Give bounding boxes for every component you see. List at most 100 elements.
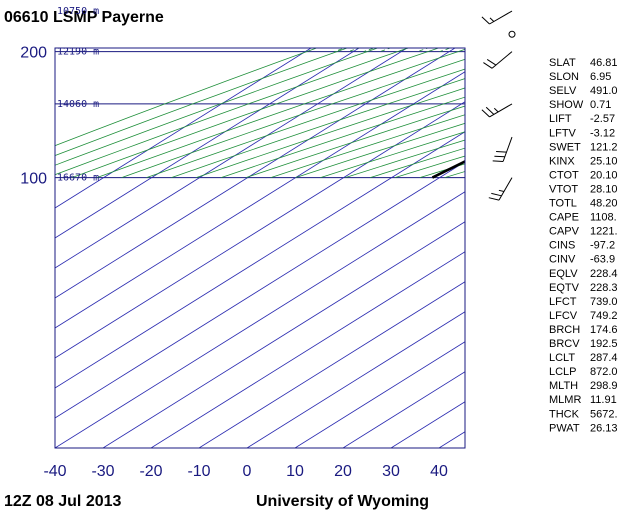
index-value: -2.57 — [590, 113, 615, 125]
isotherm-line — [294, 341, 465, 448]
temperature-tick-label: 0 — [243, 463, 252, 480]
index-name: SELV — [549, 85, 577, 97]
index-name: LFCV — [549, 310, 578, 322]
plot-area — [54, 0, 640, 449]
wind-barb — [483, 51, 513, 69]
index-name: EQTV — [549, 282, 580, 294]
moist-adiabat — [464, 51, 465, 52]
index-value: 46.81 — [590, 57, 618, 69]
moist-adiabat — [494, 0, 640, 52]
temperature-tick-label: -30 — [91, 463, 114, 480]
index-value: -97.2 — [590, 240, 615, 252]
moist-adiabat — [363, 48, 376, 52]
index-name: THCK — [549, 408, 580, 420]
pressure-axis: 100200300400500600700800900 — [20, 45, 47, 188]
index-value: 739.0 — [590, 296, 618, 308]
moist-adiabat — [570, 0, 640, 52]
isotherm-line — [150, 251, 465, 448]
height-label: 16670 m — [57, 173, 99, 184]
temperature-axis: -40 -30 -20 -10 0 10 20 30 40 — [43, 463, 448, 480]
temperature-tick-label: 30 — [382, 463, 400, 480]
wind-barbs — [481, 10, 516, 201]
plot-border — [54, 47, 466, 449]
temperature-tick-label: 10 — [286, 463, 304, 480]
temperature-tick-label: -40 — [43, 463, 66, 480]
index-name: CTOT — [549, 169, 579, 181]
wind-barb — [492, 136, 513, 162]
moist-adiabat — [348, 48, 360, 52]
index-value: 48.20 — [590, 198, 618, 210]
isotherm-line — [55, 161, 465, 419]
isotherm-line — [55, 48, 312, 209]
wind-barb — [481, 10, 513, 25]
isotherm-line — [246, 311, 465, 448]
footer-source: University of Wyoming — [256, 493, 429, 510]
isotherm-line — [342, 371, 465, 448]
temperature-tick-label: 20 — [334, 463, 352, 480]
background-lines — [55, 0, 640, 448]
isotherm-line — [55, 191, 465, 448]
index-value: 28.10 — [590, 183, 618, 195]
index-value: 5672. — [590, 408, 618, 420]
moist-adiabat — [379, 48, 392, 52]
index-value: 0.71 — [590, 99, 611, 111]
temperature-tick-label: 40 — [430, 463, 448, 480]
index-value: 192.5 — [590, 338, 618, 350]
index-name: LIFT — [549, 113, 572, 125]
pressure-tick-label: 200 — [20, 45, 47, 62]
moist-adiabat — [619, 0, 640, 52]
index-name: PWAT — [549, 422, 580, 434]
index-value: 6.95 — [590, 71, 611, 83]
index-value: 491.0 — [590, 85, 618, 97]
index-name: CINV — [549, 254, 576, 266]
isotherm-line — [55, 101, 465, 359]
index-value: 287.4 — [590, 352, 618, 364]
index-name: EQLV — [549, 268, 578, 280]
index-value: 26.13 — [590, 422, 618, 434]
stability-indices: SLAT 46.81 SLON 6.95 SELV 491.0 SHOW 0.71 LIFT -2… — [549, 57, 618, 434]
isotherm-line — [55, 131, 465, 389]
isotherm-line — [198, 281, 465, 448]
chart-title: 06610 LSMP Payerne — [4, 9, 164, 26]
index-value: 11.91 — [590, 394, 617, 406]
temperature-tick-label: -10 — [187, 463, 210, 480]
moist-adiabat — [417, 48, 430, 52]
index-name: MLTH — [549, 380, 578, 392]
index-value: 174.6 — [590, 324, 618, 336]
temperature-tick-label: -20 — [139, 463, 162, 480]
moist-adiabat — [439, 48, 452, 52]
index-value: 298.9 — [590, 380, 618, 392]
index-name: BRCV — [549, 338, 580, 350]
wind-barb — [488, 177, 513, 201]
index-value: 1108. — [590, 212, 617, 224]
index-name: SLAT — [549, 57, 576, 69]
index-name: LCLT — [549, 352, 575, 364]
index-value: 20.10 — [590, 169, 618, 181]
index-name: CAPV — [549, 226, 580, 238]
moist-adiabat — [529, 0, 640, 52]
index-name: SLON — [549, 71, 579, 83]
dry-adiabat — [55, 48, 379, 166]
index-value: -63.9 — [590, 254, 615, 266]
isotherm-line — [55, 48, 360, 239]
index-name: LCLP — [549, 366, 577, 378]
index-name: KINX — [549, 155, 575, 167]
index-name: LFTV — [549, 127, 577, 139]
moist-adiabat — [397, 48, 410, 52]
index-name: BRCH — [549, 324, 580, 336]
pressure-tick-label: 100 — [20, 171, 47, 188]
wind-barb — [481, 103, 513, 118]
index-name: CAPE — [549, 212, 579, 224]
index-value: 872.0 — [590, 366, 618, 378]
index-name: SWET — [549, 141, 581, 153]
index-name: MLMR — [549, 394, 581, 406]
index-value: 121.2 — [590, 141, 618, 153]
dry-adiabat — [245, 105, 465, 178]
height-label: 14060 m — [57, 99, 99, 110]
index-name: CINS — [549, 240, 575, 252]
height-label: 12190 m — [57, 47, 99, 58]
dry-adiabat — [619, 0, 640, 178]
isotherm-line — [55, 48, 456, 299]
